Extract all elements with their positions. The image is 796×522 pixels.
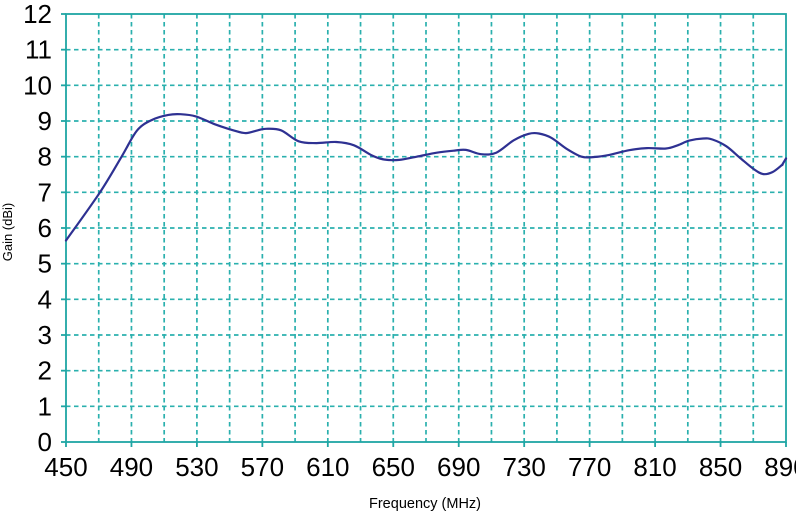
svg-text:3: 3 [38, 320, 52, 350]
svg-text:610: 610 [306, 452, 349, 482]
svg-text:5: 5 [38, 249, 52, 279]
svg-text:6: 6 [38, 213, 52, 243]
svg-text:0: 0 [38, 427, 52, 457]
svg-text:530: 530 [175, 452, 218, 482]
svg-text:890: 890 [764, 452, 796, 482]
svg-text:810: 810 [633, 452, 676, 482]
svg-text:730: 730 [502, 452, 545, 482]
svg-text:12: 12 [23, 0, 52, 29]
svg-text:7: 7 [38, 177, 52, 207]
svg-text:490: 490 [110, 452, 153, 482]
svg-text:Frequency (MHz): Frequency (MHz) [369, 496, 481, 512]
svg-text:770: 770 [568, 452, 611, 482]
svg-text:650: 650 [372, 452, 415, 482]
svg-text:690: 690 [437, 452, 480, 482]
svg-text:8: 8 [38, 142, 52, 172]
svg-text:570: 570 [241, 452, 284, 482]
svg-text:1: 1 [38, 391, 52, 421]
svg-text:4: 4 [38, 284, 52, 314]
svg-text:11: 11 [25, 35, 52, 65]
svg-text:Gain (dBi): Gain (dBi) [0, 203, 15, 262]
svg-text:9: 9 [38, 106, 52, 136]
svg-text:10: 10 [23, 70, 52, 100]
svg-text:2: 2 [38, 356, 52, 386]
svg-text:850: 850 [699, 452, 742, 482]
